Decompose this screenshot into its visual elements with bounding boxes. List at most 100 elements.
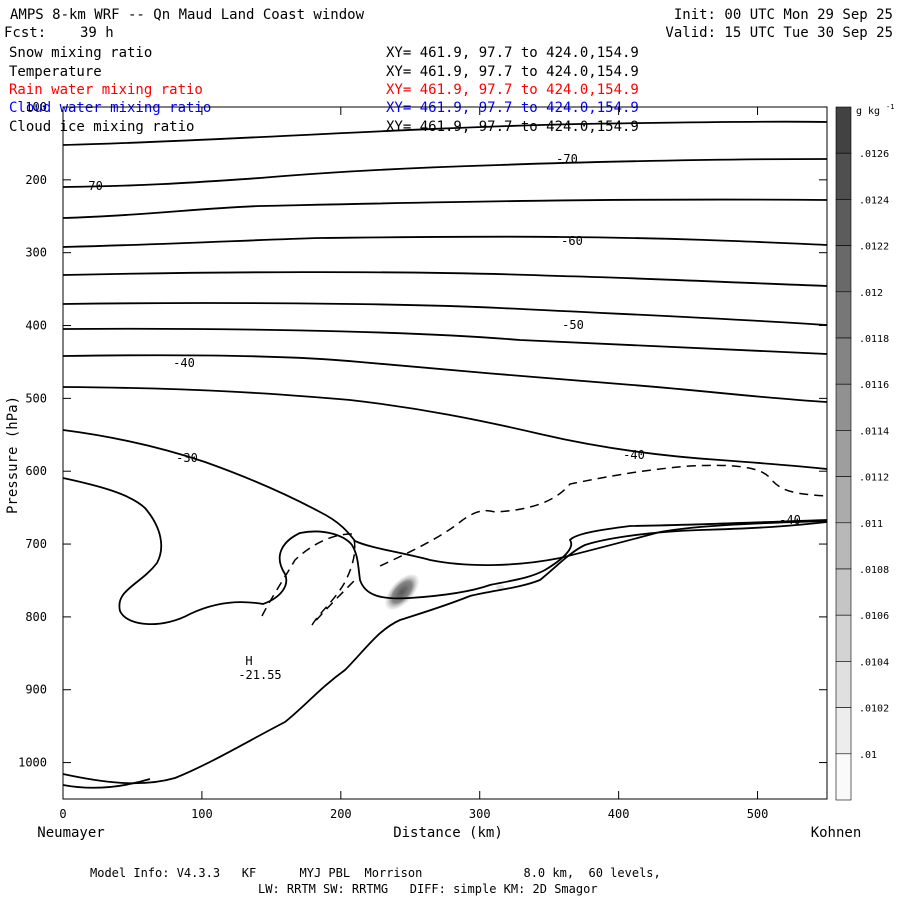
colorbar-label: .01 <box>859 750 877 761</box>
x-tick-label: 0 <box>59 807 66 821</box>
y-tick-label: 400 <box>25 319 47 333</box>
colorbar-swatch <box>835 522 852 570</box>
minimum-marker-value: -21.55 <box>238 668 281 682</box>
contour-label: -40 <box>173 356 195 370</box>
contour-labels: -70 -70 -60 -50 -40 -30 -40 -40 H -21.55 <box>81 152 801 682</box>
colorbar-swatch <box>835 476 852 524</box>
chart-title: AMPS 8-km WRF -- Qn Maud Land Coast wind… <box>10 7 365 23</box>
colorbar-swatch <box>835 753 852 801</box>
field-label-rain: Rain water mixing ratio <box>9 82 203 98</box>
colorbar-swatch <box>835 383 852 431</box>
colorbar-swatch <box>835 614 852 662</box>
forecast-label: Fcst: <box>4 25 46 41</box>
contour-label: -60 <box>561 234 583 248</box>
colorbar-label: .0116 <box>859 380 889 391</box>
terrain-isotherm <box>62 521 828 785</box>
y-tick-label: 800 <box>25 610 47 624</box>
colorbar-label: .0108 <box>859 565 889 576</box>
y-tick-label: 900 <box>25 683 47 697</box>
colorbar-swatch <box>835 245 852 293</box>
colorbar: g kg -1 .0126 .0124 .0122 .012 .0118 .0116 .01… <box>835 103 894 801</box>
isotherm <box>62 354 828 403</box>
x-tick-label: 300 <box>469 807 491 821</box>
isotherm <box>62 778 151 789</box>
colorbar-swatch <box>835 152 852 200</box>
cloud-ice-contours <box>261 464 828 626</box>
colorbar-unit: g kg <box>856 106 880 117</box>
isotherm <box>62 327 828 355</box>
contour-label: -70 <box>81 179 103 193</box>
field-label-cloud-water: Cloud water mixing ratio <box>9 100 211 116</box>
contour-label: -50 <box>562 318 584 332</box>
colorbar-swatch <box>835 199 852 246</box>
y-tick-label: 200 <box>25 173 47 187</box>
x-tick-label: 100 <box>191 807 213 821</box>
x-right-endpoint-label: Kohnen <box>811 825 862 841</box>
y-tick-label: 1000 <box>18 756 47 770</box>
forecast-hours: 39 h <box>80 25 114 41</box>
colorbar-swatch <box>835 430 852 477</box>
isotherm <box>62 235 828 248</box>
colorbar-swatch <box>835 568 852 616</box>
contour-label: -70 <box>556 152 578 166</box>
colorbar-label: .011 <box>859 519 883 530</box>
colorbar-swatch <box>835 106 852 154</box>
colorbar-swatch <box>835 291 852 339</box>
field-xy-rain: XY= 461.9, 97.7 to 424.0,154.9 <box>386 82 639 98</box>
y-tick-label: 300 <box>25 246 47 260</box>
contour-label: -40 <box>779 513 801 527</box>
colorbar-label: .0102 <box>859 704 889 715</box>
field-label-temperature: Temperature <box>9 64 102 80</box>
isotherm <box>62 477 828 626</box>
colorbar-unit-exponent: -1 <box>886 103 894 111</box>
colorbar-label: .0114 <box>859 426 889 437</box>
y-axis-label: Pressure (hPa) <box>5 396 21 514</box>
valid-time: Valid: 15 UTC Tue 30 Sep 25 <box>665 25 893 41</box>
dashed-contour <box>379 464 828 567</box>
x-tick-label: 200 <box>330 807 352 821</box>
colorbar-swatch <box>835 661 852 708</box>
mixing-ratio-maximum <box>385 574 419 610</box>
isotherm <box>62 302 828 326</box>
field-label-cloud-ice: Cloud ice mixing ratio <box>9 119 194 135</box>
x-tick-label: 500 <box>747 807 769 821</box>
colorbar-label: .0122 <box>859 242 889 253</box>
colorbar-label: .0126 <box>859 149 889 160</box>
dashed-contour <box>261 533 356 626</box>
isotherm <box>62 120 828 146</box>
init-time: Init: 00 UTC Mon 29 Sep 25 <box>674 7 893 23</box>
x-left-endpoint-label: Neumayer <box>37 825 104 841</box>
contour-label: -40 <box>623 448 645 462</box>
y-tick-label: 700 <box>25 537 47 551</box>
colorbar-label: .0112 <box>859 473 889 484</box>
field-xy-snow: XY= 461.9, 97.7 to 424.0,154.9 <box>386 45 639 61</box>
y-tick-label: 100 <box>25 100 47 114</box>
isotherm <box>62 198 828 219</box>
field-label-snow: Snow mixing ratio <box>9 45 152 61</box>
model-info-line1: Model Info: V4.3.3 KF MYJ PBL Morrison 8… <box>90 866 661 880</box>
colorbar-label: .012 <box>859 288 883 299</box>
contour-label: -30 <box>176 451 198 465</box>
isotherm <box>62 158 828 188</box>
colorbar-label: .0124 <box>859 195 889 206</box>
colorbar-swatch <box>835 337 852 385</box>
model-info-line2: LW: RRTM SW: RRTMG DIFF: simple KM: 2D S… <box>258 882 598 896</box>
field-xy-cloud-water: XY= 461.9, 97.7 to 424.0,154.9 <box>386 100 639 116</box>
y-tick-label: 500 <box>25 391 47 405</box>
plot-area: -70 -70 -60 -50 -40 -30 -40 -40 H -21.55… <box>18 100 828 821</box>
field-xy-temperature: XY= 461.9, 97.7 to 424.0,154.9 <box>386 64 639 80</box>
minimum-marker-symbol: H <box>245 654 252 668</box>
x-tick-label: 400 <box>608 807 630 821</box>
isotherm <box>62 271 828 287</box>
colorbar-label: .0106 <box>859 611 889 622</box>
isotherm <box>62 386 828 470</box>
colorbar-label: .0104 <box>859 657 889 668</box>
x-axis-label: Distance (km) <box>393 825 503 841</box>
mixing-ratio-patch <box>496 585 504 589</box>
plot-frame <box>62 106 828 800</box>
colorbar-label: .0118 <box>859 334 889 345</box>
temperature-contours <box>62 120 828 789</box>
colorbar-swatch <box>835 707 852 755</box>
y-axis-ticks: 100 200 300 400 500 600 700 800 900 1000 <box>18 100 827 770</box>
